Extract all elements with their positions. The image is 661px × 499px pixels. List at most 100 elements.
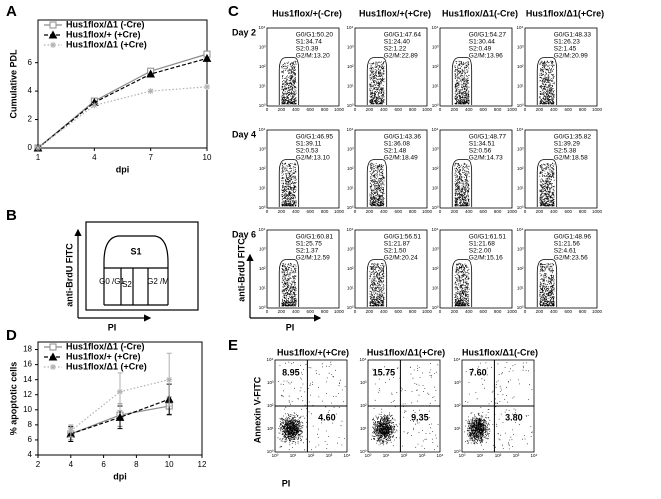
x-tick-label: 0: [354, 107, 357, 112]
y-tick-label: 10¹: [432, 186, 439, 191]
y-tick-label: 6: [28, 58, 33, 67]
y-tick-label: 10¹: [432, 84, 439, 89]
column-header: Hus1flox/+(-Cre): [272, 8, 342, 18]
x-tick-label: 10²: [401, 453, 408, 458]
x-tick-label: 600: [564, 309, 572, 314]
diagram-frame: [85, 221, 199, 311]
marker: [117, 388, 123, 395]
y-tick-label: 10⁴: [267, 357, 274, 362]
axis-label: anti-BrdU FITC: [236, 238, 246, 302]
gate-label: G0 /G1: [99, 277, 125, 286]
cytometry-frame: [354, 129, 428, 209]
x-tick-label: 7: [148, 153, 153, 162]
x-tick-label: 10⁰: [459, 453, 466, 458]
y-tick-label: 10⁴: [517, 127, 524, 132]
x-tick-label: 200: [366, 107, 374, 112]
gate-percentage: S1:21.68: [469, 241, 495, 248]
marker: [147, 88, 154, 95]
x-tick-label: 1000: [592, 209, 603, 214]
cytometry-events: [539, 60, 555, 105]
x-tick-label: 600: [306, 309, 314, 314]
y-tick-label: 10⁴: [432, 227, 439, 232]
x-tick-label: 800: [579, 209, 587, 214]
cytometry-events: [539, 263, 555, 307]
row-label: Day 6: [232, 229, 256, 239]
gate-percentage: S1:39.29: [554, 141, 580, 148]
x-tick-label: 0: [266, 107, 269, 112]
y-tick-label: 10⁰: [347, 103, 354, 108]
cytometry-events: [539, 162, 555, 207]
x-tick-label: 200: [278, 209, 286, 214]
gate-diagram: [74, 221, 199, 322]
x-tick-label: 10¹: [383, 453, 390, 458]
y-tick-label: 10³: [432, 45, 439, 50]
x-tick-label: 600: [306, 107, 314, 112]
legend-label: Hus1flox/Δ1 (+Cre): [66, 39, 147, 49]
gate-percentage: G0/G1:35.82: [554, 134, 592, 141]
x-tick-label: 10²: [308, 453, 315, 458]
y-tick-label: 10¹: [347, 286, 354, 291]
gate-percentage: S1:39.11: [296, 141, 322, 148]
x-tick-label: 800: [494, 107, 502, 112]
x-tick-label: 0: [439, 209, 442, 214]
cytometry-frame: [524, 229, 598, 309]
x-tick-label: 600: [479, 107, 487, 112]
x-tick-label: 10¹: [290, 453, 297, 458]
y-tick-label: 10²: [360, 403, 367, 408]
y-tick-label: 10⁴: [517, 25, 524, 30]
cytometry-frame: [354, 229, 428, 309]
axis-label: PI: [282, 478, 291, 488]
gate-percentage: S2:1.48: [384, 148, 407, 155]
y-tick-label: 10⁰: [347, 305, 354, 310]
cytometry-frame: [524, 129, 598, 209]
cytometry-events: [369, 263, 385, 307]
quadrant-percentage: 9.35: [411, 412, 429, 422]
gate-percentage: S2:0.39: [296, 46, 319, 53]
gate-percentage: S2:1.45: [554, 46, 577, 53]
y-tick-label: 10²: [432, 166, 439, 171]
y-tick-label: 10³: [259, 147, 266, 152]
gate-percentage: G2/M:15.16: [469, 255, 503, 262]
cytometry-events: [454, 162, 470, 207]
x-tick-label: 200: [536, 107, 544, 112]
gate-outline: [366, 259, 388, 307]
gate-percentage: G0/G1:43.36: [384, 134, 422, 141]
x-tick-label: 10³: [419, 453, 426, 458]
marker: [67, 427, 74, 434]
y-tick-label: 10²: [347, 64, 354, 69]
cytometry-frame: [439, 129, 513, 209]
marker: [35, 145, 41, 151]
y-tick-label: 10⁴: [259, 227, 266, 232]
gate-outline: [451, 159, 473, 207]
x-tick-label: 800: [494, 309, 502, 314]
x-tick-label: 0: [524, 107, 527, 112]
gate-percentage: S1:24.40: [384, 39, 410, 46]
x-tick-label: 200: [278, 309, 286, 314]
axis-label: Annexin V-FITC: [252, 376, 262, 443]
y-tick-label: 10⁰: [517, 103, 524, 108]
y-tick-label: 10³: [517, 247, 524, 252]
y-tick-label: 10³: [259, 247, 266, 252]
x-tick-label: 800: [409, 107, 417, 112]
cytometry-frame: [266, 27, 340, 107]
gate-outline: [451, 259, 473, 307]
y-tick-label: 10⁰: [347, 205, 354, 210]
gate-percentage: S2:1.50: [384, 248, 407, 255]
y-tick-label: 10¹: [432, 286, 439, 291]
x-tick-label: 200: [536, 309, 544, 314]
x-tick-label: 400: [292, 107, 300, 112]
axis-label: PI: [286, 322, 295, 332]
x-tick-label: 0: [524, 309, 527, 314]
x-tick-label: 8: [134, 460, 139, 469]
y-tick-label: 10⁴: [347, 25, 354, 30]
x-tick-label: 400: [550, 107, 558, 112]
marker: [202, 53, 212, 62]
y-tick-label: 10¹: [347, 186, 354, 191]
series-line: [37, 57, 208, 149]
x-tick-label: 400: [292, 209, 300, 214]
cytometry-frame: [266, 129, 340, 209]
gate-percentage: S2:5.38: [554, 148, 577, 155]
marker: [166, 376, 173, 383]
gate-percentage: S1:26.23: [554, 39, 580, 46]
